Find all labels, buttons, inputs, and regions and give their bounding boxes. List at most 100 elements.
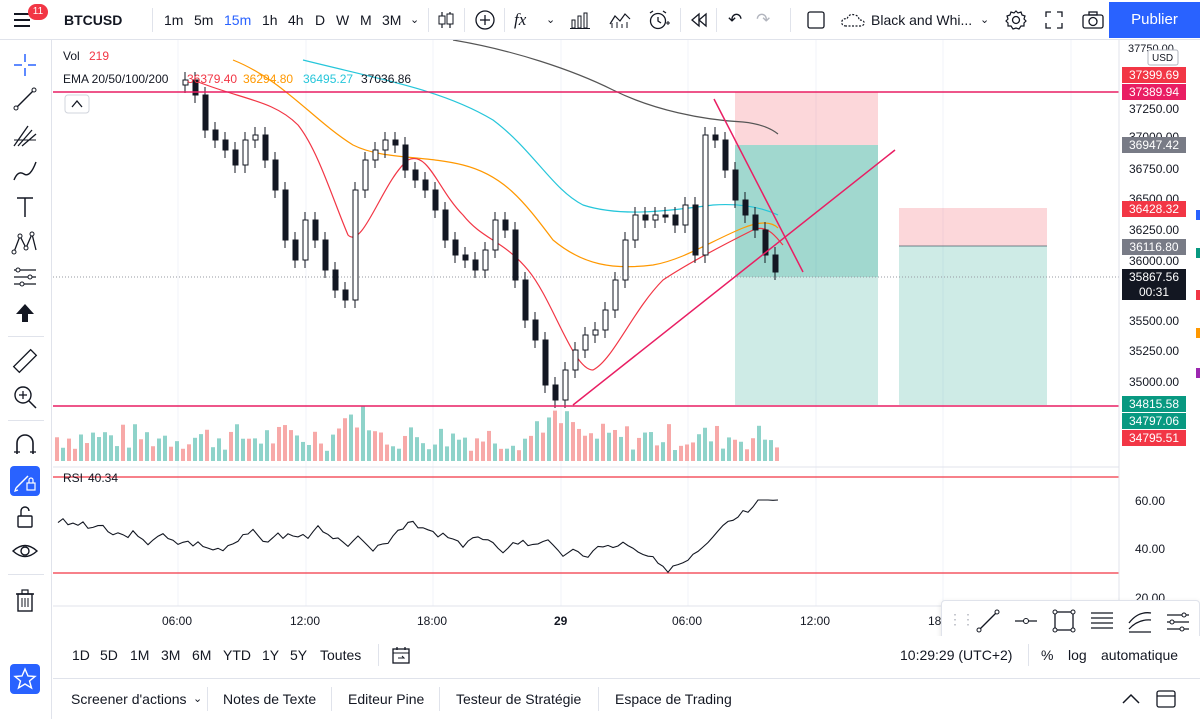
range-1y[interactable]: 1Y: [262, 647, 280, 663]
price-tick: 35250.00: [1129, 344, 1179, 358]
goto-date-icon[interactable]: [391, 645, 411, 665]
tab-strategy-tester[interactable]: Testeur de Stratégie: [456, 691, 582, 707]
range-3m[interactable]: 3M: [161, 647, 181, 663]
interval-3m[interactable]: 3M: [382, 12, 402, 28]
chart-area[interactable]: 37750.00 USD 37250.00 37000.00 36750.00 …: [53, 39, 1200, 636]
trend-line-up[interactable]: [572, 149, 896, 406]
trend-line-icon[interactable]: [10, 84, 40, 114]
fib-retracement-icon[interactable]: [1088, 607, 1116, 635]
drag-handle-icon[interactable]: ⋮⋮: [948, 611, 975, 627]
tab-stock-screener[interactable]: Screener d'actions: [71, 691, 187, 707]
range-5y[interactable]: 5Y: [290, 647, 308, 663]
interval-1m[interactable]: 1m: [164, 12, 184, 28]
position-tool-1[interactable]: [735, 92, 878, 405]
fullscreen-icon[interactable]: [1044, 10, 1064, 30]
trend-line-down[interactable]: [713, 98, 804, 273]
range-5d[interactable]: 5D: [100, 647, 118, 663]
line-tool-icon[interactable]: [974, 607, 1002, 635]
pattern-icon[interactable]: [10, 228, 40, 258]
indicators-icon[interactable]: fx: [514, 10, 527, 29]
interval-dropdown-icon[interactable]: ⌄: [410, 14, 420, 26]
volume-bar: [169, 446, 173, 461]
crosshair-icon[interactable]: [10, 50, 40, 80]
symbol-search[interactable]: BTCUSD: [64, 12, 123, 28]
layout-dropdown-icon[interactable]: ⌄: [980, 14, 990, 26]
volume-bar: [199, 434, 203, 461]
screener-dropdown-icon[interactable]: ⌄: [193, 693, 203, 705]
interval-5m[interactable]: 5m: [194, 12, 214, 28]
financials-icon[interactable]: [570, 10, 592, 30]
collapse-legend-button[interactable]: [64, 94, 90, 114]
camera-icon[interactable]: [1081, 10, 1105, 30]
publish-button[interactable]: Publier: [1109, 2, 1200, 38]
range-1m[interactable]: 1M: [130, 647, 150, 663]
volume-bar: [577, 428, 581, 461]
time-axis[interactable]: 06:00 12:00 18:00 29 06:00 12:00 18:: [162, 614, 945, 628]
interval-m[interactable]: M: [360, 12, 372, 28]
add-compare-icon[interactable]: [474, 9, 496, 31]
unlock-icon[interactable]: [10, 502, 40, 532]
ruler-icon[interactable]: [10, 346, 40, 376]
menu-button[interactable]: 11: [0, 0, 52, 40]
pitchfork-icon[interactable]: [10, 120, 40, 150]
redo-icon[interactable]: ↷: [756, 10, 771, 29]
chevron-up-icon[interactable]: [1121, 691, 1141, 707]
volume-bar: [277, 426, 281, 461]
percent-scale-toggle[interactable]: %: [1041, 647, 1054, 663]
undo-icon[interactable]: ↶: [728, 10, 743, 29]
tab-text-notes[interactable]: Notes de Texte: [223, 691, 317, 707]
zoom-in-icon[interactable]: [10, 382, 40, 412]
interval-15m[interactable]: 15m: [224, 12, 252, 28]
templates-icon[interactable]: [608, 10, 632, 30]
text-tool-icon[interactable]: [10, 192, 40, 222]
log-scale-toggle[interactable]: log: [1068, 647, 1087, 663]
clock-timezone[interactable]: 10:29:29 (UTC+2): [900, 647, 1013, 663]
lock-drawing-button[interactable]: [10, 466, 40, 496]
interval-w[interactable]: W: [336, 12, 350, 28]
layout-name[interactable]: Black and Whi...: [871, 12, 973, 28]
candle-body: [752, 214, 759, 231]
magnet-icon[interactable]: [10, 430, 40, 460]
fullscreen-layout-icon[interactable]: [806, 10, 826, 30]
interval-4h[interactable]: 4h: [288, 12, 304, 28]
trash-icon[interactable]: [10, 586, 40, 616]
volume-bar: [721, 448, 725, 461]
price-label-hline: 37389.94: [1122, 84, 1186, 100]
range-1d[interactable]: 1D: [72, 647, 90, 663]
alert-icon[interactable]: [647, 9, 671, 31]
candle-body: [482, 249, 489, 271]
tab-pine-editor[interactable]: Editeur Pine: [348, 691, 425, 707]
auto-scale-toggle[interactable]: automatique: [1101, 647, 1179, 663]
cloud-icon[interactable]: [840, 12, 868, 28]
volume-bar: [487, 430, 491, 461]
volume-bar: [73, 448, 77, 461]
maximize-panel-icon[interactable]: [1155, 689, 1177, 709]
prediction-icon[interactable]: [10, 262, 40, 292]
brush-icon[interactable]: [10, 156, 40, 186]
favorites-button[interactable]: [10, 664, 40, 694]
price-axis[interactable]: 37750.00 USD 37250.00 37000.00 36750.00 …: [53, 40, 1200, 607]
candle-body: [262, 134, 269, 161]
interval-d[interactable]: D: [315, 12, 326, 28]
position-tool-2[interactable]: [899, 208, 1047, 405]
profit-zone-1-filled: [735, 145, 878, 277]
range-all[interactable]: Toutes: [320, 647, 362, 663]
range-6m[interactable]: 6M: [192, 647, 212, 663]
parallel-channel-icon[interactable]: [1126, 607, 1154, 635]
interval-1h[interactable]: 1h: [262, 12, 278, 28]
arrow-up-icon[interactable]: [10, 298, 40, 328]
horizontal-ray-icon[interactable]: [1012, 607, 1040, 635]
candle-style-icon[interactable]: [436, 10, 456, 30]
volume-bar: [67, 438, 71, 461]
eye-icon[interactable]: [10, 536, 40, 566]
time-tick: 12:00: [290, 614, 320, 628]
tab-trading-panel[interactable]: Espace de Trading: [615, 691, 732, 707]
separator: [598, 687, 599, 711]
range-ytd[interactable]: YTD: [223, 647, 251, 663]
replay-icon[interactable]: [690, 12, 708, 28]
prediction-tool-icon[interactable]: [1164, 607, 1192, 635]
rectangle-tool-icon[interactable]: [1050, 607, 1078, 635]
settings-gear-icon[interactable]: [1005, 9, 1027, 31]
indicators-dropdown-icon[interactable]: ⌄: [546, 14, 556, 26]
chart-canvas[interactable]: 37750.00 USD 37250.00 37000.00 36750.00 …: [53, 39, 1200, 636]
